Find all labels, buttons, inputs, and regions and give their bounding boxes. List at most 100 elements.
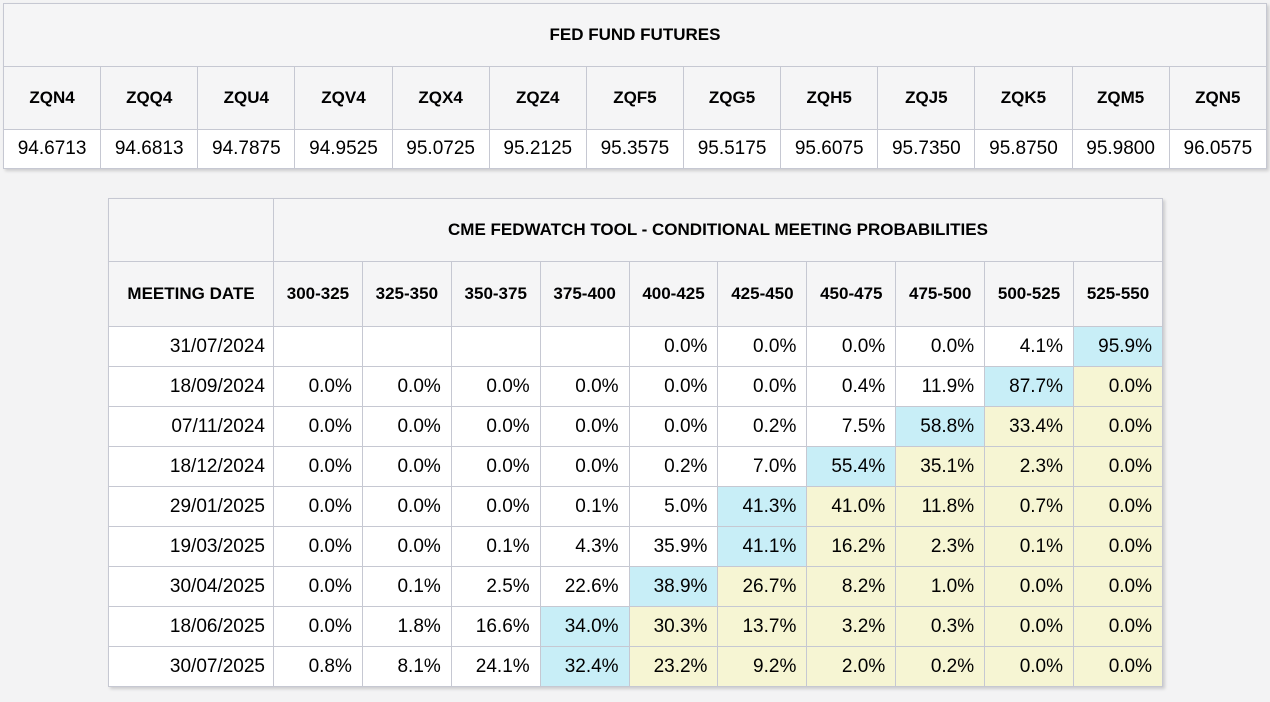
probability-cell[interactable]: 0.0%: [628, 366, 719, 407]
rate-range-header[interactable]: 500-525: [984, 261, 1075, 327]
probability-cell[interactable]: [273, 326, 363, 367]
probability-cell[interactable]: 1.8%: [361, 606, 452, 647]
probability-cell[interactable]: 0.0%: [628, 326, 719, 367]
probability-cell[interactable]: 22.6%: [539, 566, 630, 607]
probability-cell[interactable]: 0.0%: [1073, 566, 1163, 607]
fedwatch-corner-cell[interactable]: [108, 198, 274, 262]
futures-price-cell[interactable]: 94.6713: [2, 129, 102, 169]
futures-price-cell[interactable]: 95.0725: [391, 129, 490, 169]
probability-cell[interactable]: 0.1%: [539, 486, 630, 527]
probability-cell[interactable]: 0.0%: [1073, 606, 1163, 647]
probability-cell[interactable]: 0.0%: [1073, 646, 1163, 687]
probability-cell[interactable]: 0.0%: [1073, 486, 1163, 527]
futures-contract-header[interactable]: ZQH5: [780, 66, 879, 130]
probability-cell[interactable]: 16.2%: [806, 526, 897, 567]
rate-range-header[interactable]: 300-325: [273, 261, 363, 327]
probability-cell[interactable]: 0.0%: [984, 606, 1075, 647]
futures-price-cell[interactable]: 95.6075: [780, 129, 879, 169]
probability-cell[interactable]: [361, 326, 452, 367]
meeting-date-header[interactable]: MEETING DATE: [108, 261, 274, 327]
futures-price-cell[interactable]: 95.9800: [1071, 129, 1170, 169]
futures-price-cell[interactable]: 94.7875: [197, 129, 296, 169]
probability-cell[interactable]: 0.0%: [539, 366, 630, 407]
probability-cell[interactable]: 0.0%: [1073, 446, 1163, 487]
futures-contract-header[interactable]: ZQF5: [585, 66, 684, 130]
probability-cell[interactable]: 0.0%: [361, 406, 452, 447]
probability-cell[interactable]: 4.3%: [539, 526, 630, 567]
probability-cell[interactable]: 0.0%: [361, 446, 452, 487]
futures-price-cell[interactable]: 95.7350: [877, 129, 976, 169]
futures-contract-header[interactable]: ZQN5: [1168, 66, 1268, 130]
rate-range-header[interactable]: 425-450: [717, 261, 808, 327]
probability-cell[interactable]: 0.4%: [806, 366, 897, 407]
probability-cell[interactable]: 16.6%: [450, 606, 541, 647]
probability-cell[interactable]: 0.2%: [717, 406, 808, 447]
probability-cell[interactable]: 0.0%: [273, 366, 363, 407]
futures-contract-header[interactable]: ZQM5: [1071, 66, 1170, 130]
probability-cell[interactable]: 95.9%: [1073, 326, 1163, 367]
probability-cell[interactable]: 24.1%: [450, 646, 541, 687]
futures-contract-header[interactable]: ZQJ5: [877, 66, 976, 130]
probability-cell[interactable]: [450, 326, 541, 367]
probability-cell[interactable]: 33.4%: [984, 406, 1075, 447]
meeting-date-cell[interactable]: 29/01/2025: [108, 486, 274, 527]
meeting-date-cell[interactable]: 30/04/2025: [108, 566, 274, 607]
probability-cell[interactable]: 30.3%: [628, 606, 719, 647]
probability-cell[interactable]: 0.1%: [450, 526, 541, 567]
probability-cell[interactable]: 0.0%: [273, 486, 363, 527]
probability-cell[interactable]: 0.1%: [984, 526, 1075, 567]
probability-cell[interactable]: 7.5%: [806, 406, 897, 447]
probability-cell[interactable]: 4.1%: [984, 326, 1075, 367]
rate-range-header[interactable]: 375-400: [539, 261, 630, 327]
futures-price-cell[interactable]: 94.9525: [294, 129, 393, 169]
probability-cell[interactable]: 7.0%: [717, 446, 808, 487]
probability-cell[interactable]: 2.5%: [450, 566, 541, 607]
futures-price-cell[interactable]: 95.2125: [488, 129, 587, 169]
probability-cell[interactable]: 26.7%: [717, 566, 808, 607]
probability-cell[interactable]: 13.7%: [717, 606, 808, 647]
futures-contract-header[interactable]: ZQU4: [197, 66, 296, 130]
probability-cell[interactable]: 9.2%: [717, 646, 808, 687]
meeting-date-cell[interactable]: 07/11/2024: [108, 406, 274, 447]
probability-cell[interactable]: 0.0%: [450, 366, 541, 407]
probability-cell[interactable]: 0.0%: [450, 406, 541, 447]
rate-range-header[interactable]: 325-350: [361, 261, 452, 327]
probability-cell[interactable]: 0.0%: [895, 326, 986, 367]
probability-cell[interactable]: 0.0%: [450, 486, 541, 527]
probability-cell[interactable]: 0.0%: [717, 326, 808, 367]
futures-contract-header[interactable]: ZQV4: [294, 66, 393, 130]
probability-cell[interactable]: 11.9%: [895, 366, 986, 407]
futures-contract-header[interactable]: ZQK5: [974, 66, 1073, 130]
probability-cell[interactable]: 0.0%: [273, 446, 363, 487]
probability-cell[interactable]: 0.0%: [806, 326, 897, 367]
probability-cell[interactable]: 0.0%: [273, 526, 363, 567]
probability-cell[interactable]: 2.0%: [806, 646, 897, 687]
fedwatch-table-title[interactable]: CME FEDWATCH TOOL - CONDITIONAL MEETING …: [273, 198, 1163, 262]
futures-price-cell[interactable]: 95.3575: [585, 129, 684, 169]
meeting-date-cell[interactable]: 18/09/2024: [108, 366, 274, 407]
probability-cell[interactable]: 0.1%: [361, 566, 452, 607]
meeting-date-cell[interactable]: 18/12/2024: [108, 446, 274, 487]
probability-cell[interactable]: 0.0%: [1073, 526, 1163, 567]
probability-cell[interactable]: 0.0%: [984, 566, 1075, 607]
futures-price-cell[interactable]: 95.8750: [974, 129, 1073, 169]
probability-cell[interactable]: 41.3%: [717, 486, 808, 527]
probability-cell[interactable]: 0.0%: [450, 446, 541, 487]
probability-cell[interactable]: 1.0%: [895, 566, 986, 607]
probability-cell[interactable]: 0.0%: [273, 406, 363, 447]
meeting-date-cell[interactable]: 30/07/2025: [108, 646, 274, 687]
probability-cell[interactable]: 35.9%: [628, 526, 719, 567]
probability-cell[interactable]: 0.7%: [984, 486, 1075, 527]
probability-cell[interactable]: 87.7%: [984, 366, 1075, 407]
meeting-date-cell[interactable]: 19/03/2025: [108, 526, 274, 567]
probability-cell[interactable]: 0.8%: [273, 646, 363, 687]
probability-cell[interactable]: 0.0%: [361, 366, 452, 407]
probability-cell[interactable]: 0.0%: [361, 526, 452, 567]
rate-range-header[interactable]: 475-500: [895, 261, 986, 327]
probability-cell[interactable]: 8.2%: [806, 566, 897, 607]
probability-cell[interactable]: 8.1%: [361, 646, 452, 687]
futures-contract-header[interactable]: ZQX4: [391, 66, 490, 130]
probability-cell[interactable]: 0.3%: [895, 606, 986, 647]
probability-cell[interactable]: 0.0%: [717, 366, 808, 407]
futures-contract-header[interactable]: ZQG5: [682, 66, 782, 130]
